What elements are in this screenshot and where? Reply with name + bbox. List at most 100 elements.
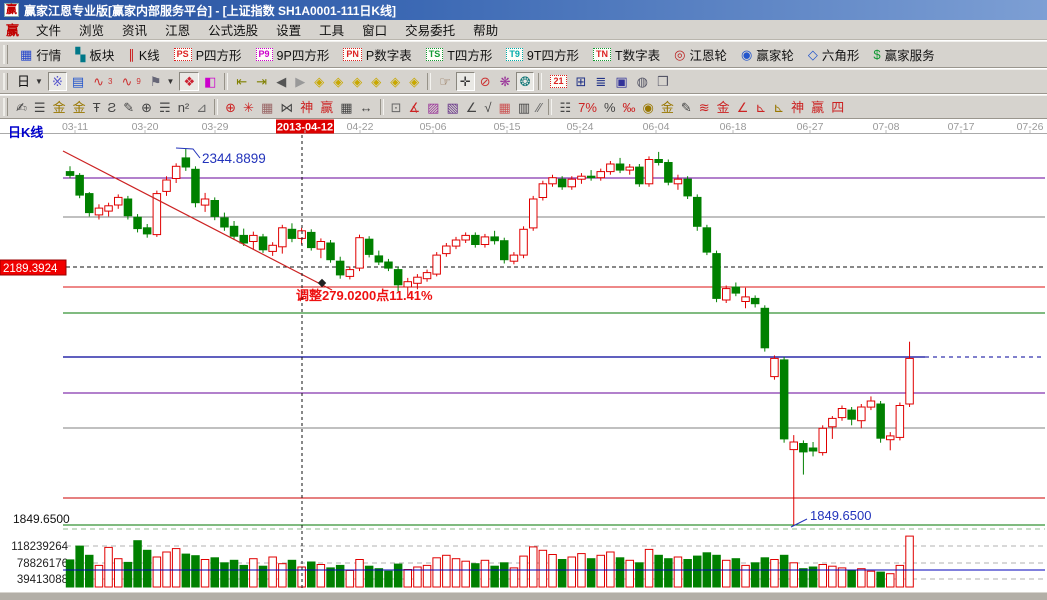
- kline-button[interactable]: ∥ K线: [122, 42, 165, 67]
- period-day-button[interactable]: 日 ▼: [13, 72, 47, 91]
- seven-percent-icon[interactable]: 7%: [575, 99, 600, 116]
- menu-item[interactable]: 工具: [319, 24, 345, 38]
- gold-angle-icon[interactable]: ⊾: [770, 99, 787, 116]
- print-icon[interactable]: ❒: [653, 72, 673, 91]
- hatch-icon[interactable]: ☴: [156, 99, 174, 116]
- p-number-button[interactable]: PN P数字表: [337, 42, 417, 67]
- draw-pencil-icon[interactable]: ✍: [13, 99, 30, 116]
- gann-wheel-button[interactable]: ◎ 江恩轮: [668, 42, 733, 67]
- number-grid-icon[interactable]: ▦: [337, 99, 355, 116]
- hand-icon[interactable]: ☞: [435, 72, 455, 91]
- menu-item[interactable]: 帮助: [473, 24, 499, 38]
- hexagon-button[interactable]: ◇ 六角形: [802, 42, 866, 67]
- quotes-button[interactable]: ▦ 行情: [14, 42, 67, 67]
- angle-line-icon[interactable]: ∠: [463, 99, 481, 116]
- flag-icon[interactable]: ⚑ ▼: [146, 72, 179, 91]
- winner-wheel-button[interactable]: ◉ 赢家轮: [735, 42, 800, 67]
- wave-3-icon[interactable]: ∿ 3: [89, 72, 116, 91]
- diamond-all-icon[interactable]: ◈: [405, 72, 423, 91]
- f-angle-icon[interactable]: ⊾: [752, 99, 769, 116]
- square-number-icon[interactable]: n²: [175, 99, 193, 116]
- permille-icon[interactable]: ‰: [620, 99, 639, 116]
- gold-circle-icon[interactable]: ◉: [640, 99, 657, 116]
- dark-grid-icon[interactable]: ▥: [515, 99, 533, 116]
- calculator-icon[interactable]: ⊞: [572, 72, 591, 91]
- prev-bar-icon[interactable]: ◀: [272, 72, 290, 91]
- wave-levels-icon[interactable]: ≋: [696, 99, 713, 116]
- arc-tool-icon[interactable]: Ƨ: [105, 99, 120, 116]
- menu-item[interactable]: 设置: [276, 24, 302, 38]
- wave-mark-icon[interactable]: ⋈: [277, 99, 296, 116]
- last-bar-icon[interactable]: ⇥: [252, 72, 271, 91]
- check-line-icon[interactable]: √: [481, 99, 494, 116]
- menu-item[interactable]: 江恩: [165, 24, 191, 38]
- diamond-compress-icon[interactable]: ◈: [367, 72, 385, 91]
- gold-lines-icon[interactable]: 金: [50, 99, 69, 116]
- shen-angle-icon[interactable]: 神: [788, 99, 807, 116]
- parallel-lines-icon[interactable]: ∕∕: [534, 99, 544, 116]
- t-number-button[interactable]: TN T数字表: [587, 42, 666, 67]
- gann-flower-icon[interactable]: ❋: [496, 72, 515, 91]
- candlestick: [413, 276, 422, 284]
- first-bar-icon[interactable]: ⇤: [232, 72, 251, 91]
- red-angle-icon[interactable]: ∠: [734, 99, 752, 116]
- wave-9-icon[interactable]: ∿ 9: [118, 72, 145, 91]
- notepad-icon[interactable]: ≣: [591, 72, 610, 91]
- color-chart-icon[interactable]: ◧: [200, 72, 220, 91]
- shen-grid-icon[interactable]: 神: [297, 99, 316, 116]
- fan-box2-icon[interactable]: ▧: [443, 99, 461, 116]
- crosshair-icon[interactable]: ✛: [455, 72, 475, 91]
- fan-box-icon[interactable]: ▨: [424, 99, 442, 116]
- menu-item[interactable]: 资讯: [122, 24, 148, 38]
- volume-bar: [65, 559, 75, 588]
- menu-item[interactable]: 公式选股: [208, 24, 259, 38]
- diamond-right-icon[interactable]: ◈: [329, 72, 347, 91]
- calendar-21-icon[interactable]: 21: [546, 73, 570, 90]
- t9-square-button[interactable]: T9 9T四方形: [500, 42, 585, 67]
- t-square-button[interactable]: TS T四方形: [420, 42, 499, 67]
- gold-level-icon[interactable]: 金: [658, 99, 677, 116]
- save-icon[interactable]: ▣: [611, 72, 631, 91]
- next-bar-icon[interactable]: ▶: [291, 72, 309, 91]
- gann-circle-icon[interactable]: ⊕: [138, 99, 155, 116]
- t-lines-icon[interactable]: Ŧ: [90, 99, 104, 116]
- pencil-ruler-icon[interactable]: ✎: [120, 99, 137, 116]
- box-tool-icon[interactable]: ⊡: [388, 99, 405, 116]
- document-icon[interactable]: ▤: [68, 72, 88, 91]
- percent-icon[interactable]: %: [601, 99, 619, 116]
- sphere-icon[interactable]: ❂: [515, 72, 535, 91]
- horizontal-lines-icon[interactable]: ☰: [31, 99, 49, 116]
- menu-item[interactable]: 交易委托: [405, 24, 456, 38]
- spiderweb-icon[interactable]: ✳: [240, 99, 257, 116]
- draw-bars-icon[interactable]: ✎: [678, 99, 695, 116]
- percent-table-icon[interactable]: ☷: [556, 99, 574, 116]
- export-disk-icon[interactable]: ◍: [633, 72, 652, 91]
- p-square-button[interactable]: PS P四方形: [168, 42, 248, 67]
- winner-service-button[interactable]: $ 赢家服务: [867, 42, 940, 67]
- si-angle-icon[interactable]: 四: [828, 99, 847, 116]
- candlestick: [712, 253, 721, 299]
- diamond-vertical-icon[interactable]: ◈: [386, 72, 404, 91]
- red-gold-icon[interactable]: 金: [714, 99, 733, 116]
- red-circle-cross-icon[interactable]: ⊕: [222, 99, 239, 116]
- net-grid-icon[interactable]: ※: [47, 72, 67, 91]
- menu-item[interactable]: 文件: [36, 24, 62, 38]
- p9-square-button[interactable]: P9 9P四方形: [250, 42, 336, 67]
- fan-box2-icon: ▧: [446, 99, 459, 115]
- zoom-cancel-icon[interactable]: ⊘: [476, 72, 495, 91]
- diamond-left-icon[interactable]: ◈: [310, 72, 328, 91]
- angle-ruler-icon[interactable]: ⊿: [193, 99, 210, 116]
- yin-grid-icon[interactable]: 赢: [317, 99, 336, 116]
- red-grid-icon[interactable]: ▦: [496, 99, 514, 116]
- yin-angle-icon[interactable]: 赢: [808, 99, 827, 116]
- span-arrow-icon[interactable]: ↔: [357, 99, 376, 116]
- diamond-expand-icon[interactable]: ◈: [348, 72, 366, 91]
- pattern-icon[interactable]: ❖: [179, 72, 200, 91]
- menu-item[interactable]: 浏览: [79, 24, 105, 38]
- date-label: 06-04: [643, 121, 670, 133]
- web-grid-icon[interactable]: ▦: [258, 99, 276, 116]
- sectors-button[interactable]: ▚ 板块: [69, 42, 120, 67]
- gann-fan-icon[interactable]: ∡: [406, 99, 424, 116]
- gold-lines2-icon[interactable]: 金: [70, 99, 89, 116]
- menu-item[interactable]: 窗口: [362, 24, 388, 38]
